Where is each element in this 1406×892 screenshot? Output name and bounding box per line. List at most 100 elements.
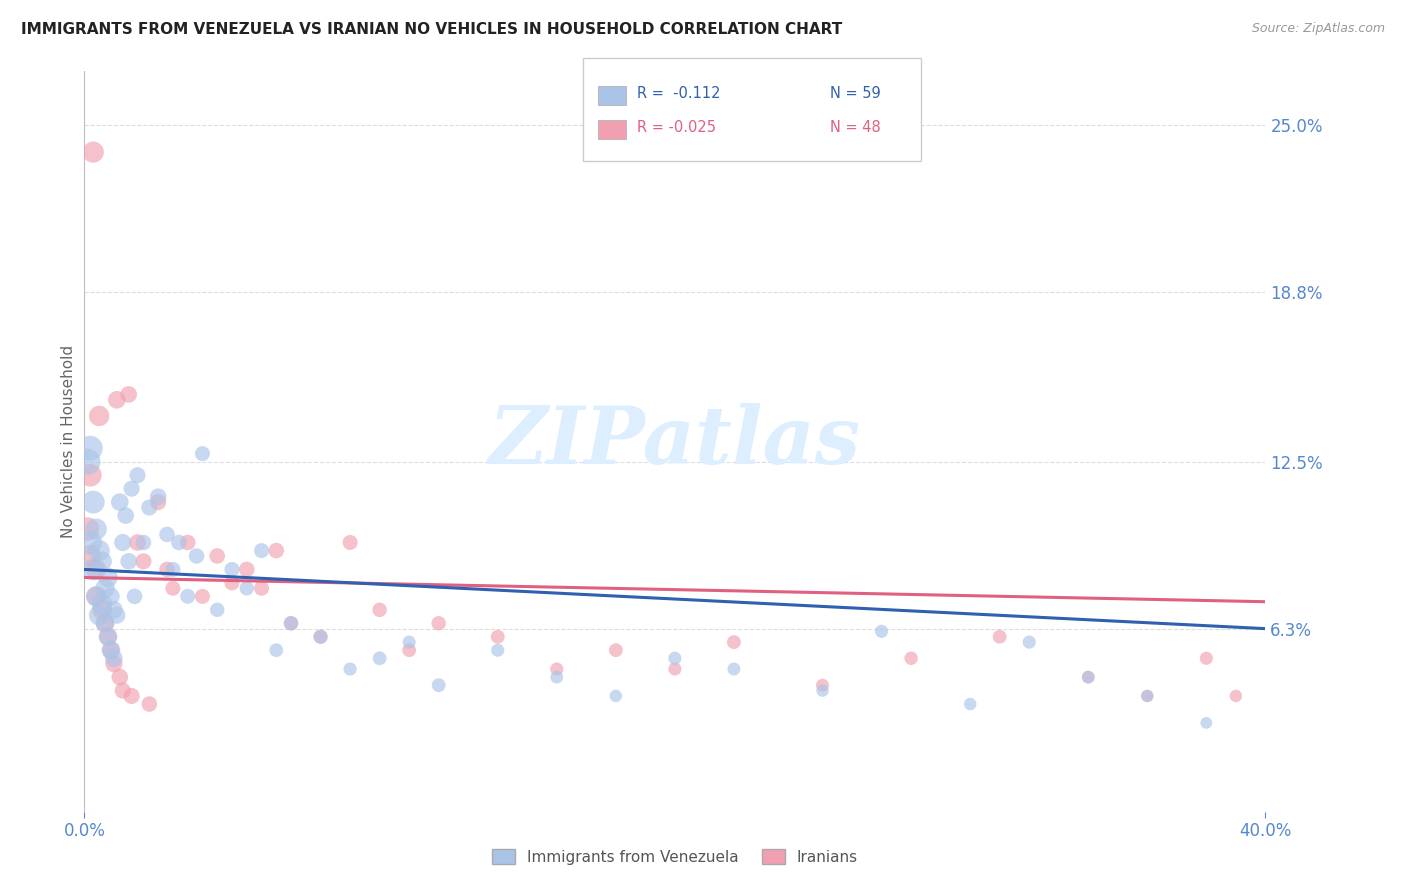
Point — [221, 575, 243, 590]
Point — [811, 678, 834, 692]
Text: N = 59: N = 59 — [830, 87, 880, 101]
Point — [250, 543, 273, 558]
Point — [236, 562, 259, 576]
Point — [162, 562, 184, 576]
Point — [105, 608, 128, 623]
Legend: Immigrants from Venezuela, Iranians: Immigrants from Venezuela, Iranians — [486, 843, 863, 871]
Point — [84, 562, 107, 576]
Point — [186, 549, 208, 563]
Point — [111, 535, 134, 549]
Point — [91, 598, 114, 612]
Point — [94, 616, 117, 631]
Point — [156, 562, 179, 576]
Point — [811, 683, 834, 698]
Point — [280, 616, 302, 631]
Point — [207, 603, 229, 617]
Point — [266, 643, 288, 657]
Point — [664, 662, 686, 676]
Point — [486, 630, 509, 644]
Point — [1195, 651, 1218, 665]
Point — [1077, 670, 1099, 684]
Point — [87, 608, 111, 623]
Point — [138, 697, 160, 711]
Point — [132, 535, 155, 549]
Point — [177, 590, 200, 604]
Point — [87, 543, 111, 558]
Point — [398, 635, 420, 649]
Point — [427, 616, 450, 631]
Point — [91, 603, 114, 617]
Point — [162, 581, 184, 595]
Point — [103, 657, 125, 671]
Point — [156, 527, 179, 541]
Point — [127, 468, 149, 483]
Point — [339, 535, 361, 549]
Point — [988, 630, 1011, 644]
Point — [207, 549, 229, 563]
Point — [1136, 689, 1159, 703]
Point — [148, 495, 170, 509]
Point — [250, 581, 273, 595]
Point — [167, 535, 190, 549]
Point — [79, 549, 101, 563]
Point — [76, 455, 98, 469]
Point — [82, 562, 104, 576]
Point — [91, 554, 114, 568]
Point — [97, 570, 120, 584]
Point — [97, 630, 120, 644]
Point — [94, 581, 117, 595]
Point — [368, 651, 391, 665]
Point — [118, 387, 141, 401]
Point — [486, 643, 509, 657]
Point — [177, 535, 200, 549]
Point — [900, 651, 922, 665]
Point — [124, 590, 146, 604]
Point — [108, 495, 131, 509]
Text: R = -0.025: R = -0.025 — [637, 120, 716, 135]
Text: ZIPatlas: ZIPatlas — [489, 403, 860, 480]
Point — [79, 468, 101, 483]
Point — [723, 635, 745, 649]
Point — [236, 581, 259, 595]
Point — [84, 590, 107, 604]
Point — [339, 662, 361, 676]
Point — [605, 689, 627, 703]
Point — [191, 590, 214, 604]
Point — [118, 554, 141, 568]
Point — [664, 651, 686, 665]
Y-axis label: No Vehicles in Household: No Vehicles in Household — [60, 345, 76, 538]
Point — [1225, 689, 1247, 703]
Point — [103, 603, 125, 617]
Point — [870, 624, 893, 639]
Text: R =  -0.112: R = -0.112 — [637, 87, 720, 101]
Point — [221, 562, 243, 576]
Point — [1018, 635, 1040, 649]
Point — [100, 590, 122, 604]
Point — [79, 442, 101, 456]
Point — [368, 603, 391, 617]
Point — [723, 662, 745, 676]
Point — [111, 683, 134, 698]
Point — [266, 543, 288, 558]
Point — [84, 590, 107, 604]
Point — [148, 490, 170, 504]
Point — [132, 554, 155, 568]
Point — [105, 392, 128, 407]
Point — [84, 522, 107, 536]
Point — [121, 482, 143, 496]
Point — [87, 409, 111, 423]
Point — [82, 495, 104, 509]
Point — [138, 500, 160, 515]
Point — [100, 643, 122, 657]
Point — [100, 643, 122, 657]
Point — [309, 630, 332, 644]
Point — [191, 447, 214, 461]
Text: IMMIGRANTS FROM VENEZUELA VS IRANIAN NO VEHICLES IN HOUSEHOLD CORRELATION CHART: IMMIGRANTS FROM VENEZUELA VS IRANIAN NO … — [21, 22, 842, 37]
Point — [97, 630, 120, 644]
Point — [959, 697, 981, 711]
Point — [127, 535, 149, 549]
Point — [1136, 689, 1159, 703]
Point — [79, 535, 101, 549]
Point — [114, 508, 136, 523]
Point — [427, 678, 450, 692]
